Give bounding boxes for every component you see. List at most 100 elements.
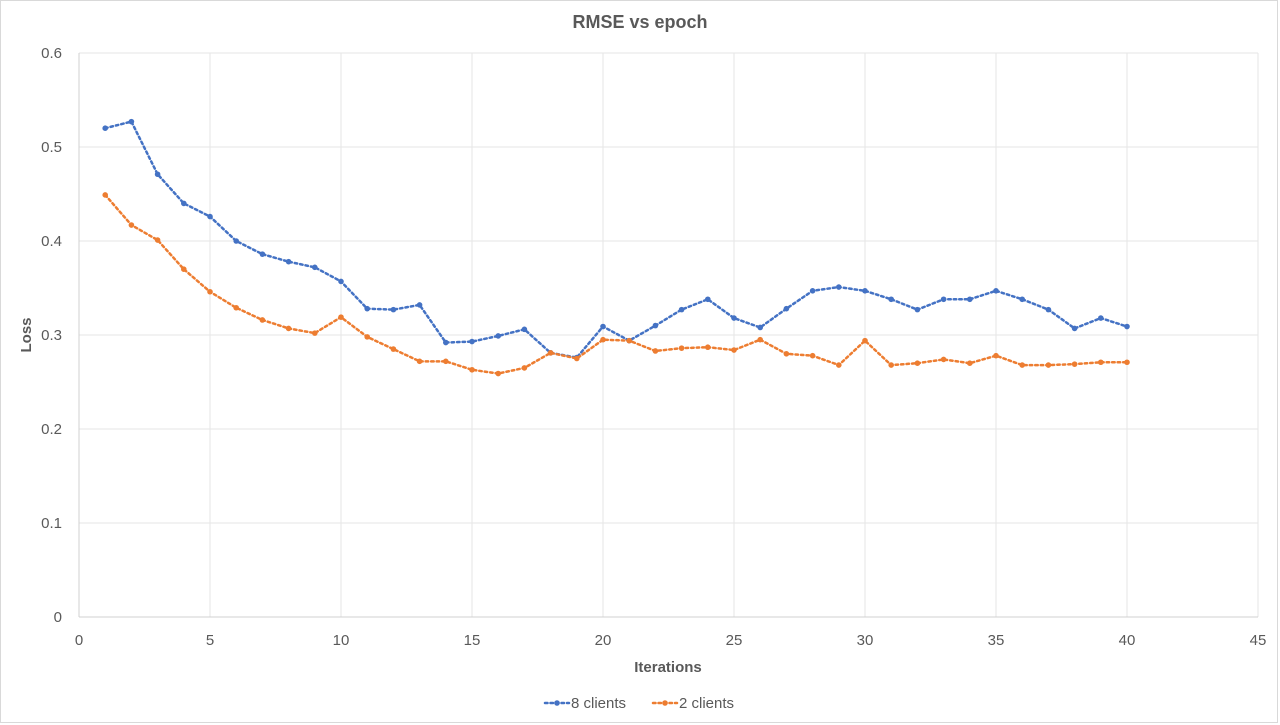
data-point-2-clients	[495, 370, 502, 377]
data-point-2-clients	[678, 345, 685, 351]
data-point-2-clients	[233, 304, 239, 311]
data-point-8-clients	[233, 238, 239, 244]
data-point-2-clients	[338, 314, 344, 320]
data-point-2-clients	[443, 358, 449, 365]
y-tick-label: 0.6	[41, 45, 62, 62]
data-point-2-clients	[1019, 362, 1025, 368]
x-tick-label: 15	[464, 632, 481, 649]
data-point-8-clients	[1098, 315, 1104, 321]
data-point-8-clients	[888, 296, 894, 303]
legend: 8 clients 2 clients	[543, 695, 734, 712]
y-tick-label: 0	[54, 609, 62, 626]
series-group	[102, 118, 1130, 377]
data-point-8-clients	[312, 264, 318, 271]
data-point-2-clients	[809, 352, 816, 359]
data-point-8-clients	[181, 200, 187, 207]
data-point-2-clients	[364, 334, 371, 340]
data-point-2-clients	[993, 352, 999, 359]
data-point-2-clients	[259, 317, 266, 323]
y-tick-label: 0.2	[41, 421, 62, 438]
data-point-8-clients	[207, 213, 213, 220]
data-point-2-clients	[705, 344, 711, 351]
data-point-2-clients	[1124, 359, 1130, 366]
x-tick-label: 45	[1250, 632, 1267, 649]
data-point-2-clients	[416, 358, 423, 365]
y-tick-label: 0.4	[41, 233, 62, 250]
data-point-2-clients	[1098, 359, 1104, 366]
data-point-2-clients	[390, 346, 397, 352]
x-tick-label: 10	[333, 632, 350, 649]
gridlines	[79, 52, 1259, 617]
data-point-8-clients	[102, 125, 108, 131]
data-point-8-clients	[338, 278, 344, 285]
legend-item-8-clients: 8 clients	[543, 695, 626, 712]
data-point-8-clients	[416, 302, 423, 308]
x-tick-label: 5	[206, 632, 214, 649]
data-point-2-clients	[600, 336, 606, 343]
data-point-2-clients	[626, 337, 632, 344]
y-tick-label: 0.5	[41, 139, 62, 156]
x-tick-label: 40	[1119, 632, 1136, 649]
data-point-2-clients	[128, 222, 135, 228]
data-point-8-clients	[443, 339, 449, 346]
x-tick-label: 0	[75, 632, 83, 649]
data-point-2-clients	[888, 362, 894, 368]
data-point-8-clients	[259, 251, 266, 257]
data-point-8-clients	[652, 322, 659, 329]
data-point-2-clients	[862, 337, 868, 344]
data-point-8-clients	[809, 288, 816, 294]
data-point-2-clients	[469, 366, 475, 373]
data-point-8-clients	[1124, 323, 1130, 330]
x-tick-label: 30	[857, 632, 874, 649]
data-point-8-clients	[940, 296, 947, 303]
data-point-8-clients	[757, 324, 763, 331]
x-tick-label: 35	[988, 632, 1005, 649]
data-point-8-clients	[600, 323, 606, 330]
series-8-clients	[102, 118, 1130, 361]
data-point-8-clients	[731, 315, 737, 321]
y-tick-label: 0.1	[41, 515, 62, 532]
x-tick-label: 25	[726, 632, 743, 649]
data-point-2-clients	[914, 360, 921, 367]
data-point-2-clients	[285, 325, 292, 332]
data-point-8-clients	[495, 333, 502, 339]
data-point-2-clients	[940, 356, 947, 363]
data-point-8-clients	[285, 258, 292, 265]
axes: 0 5 10 15 20 25 30 35 40 45 0 0.1 0.2 0.3 0.4 0.5 0.6	[41, 45, 1266, 649]
data-point-8-clients	[521, 326, 528, 333]
legend-label-2-clients: 2 clients	[679, 695, 734, 712]
data-point-2-clients	[757, 336, 763, 343]
data-point-8-clients	[390, 306, 397, 313]
x-tick-label: 20	[595, 632, 612, 649]
data-point-8-clients	[967, 296, 973, 303]
data-point-8-clients	[836, 284, 842, 290]
data-point-2-clients	[154, 237, 161, 243]
data-point-2-clients	[521, 365, 528, 371]
legend-marker-8-clients	[554, 700, 560, 706]
data-point-2-clients	[836, 362, 842, 368]
data-point-2-clients	[731, 347, 737, 353]
data-point-8-clients	[128, 118, 135, 125]
data-point-8-clients	[154, 171, 161, 178]
data-point-2-clients	[207, 288, 213, 295]
data-point-8-clients	[1019, 296, 1025, 303]
data-point-8-clients	[1045, 306, 1052, 313]
data-point-8-clients	[1071, 325, 1078, 332]
data-point-8-clients	[705, 296, 711, 303]
data-point-2-clients	[312, 330, 318, 336]
data-point-2-clients	[783, 351, 790, 357]
data-point-8-clients	[469, 338, 475, 345]
series-2-clients	[102, 192, 1130, 377]
data-point-2-clients	[181, 266, 187, 273]
data-point-2-clients	[547, 350, 554, 356]
data-point-2-clients	[574, 355, 580, 362]
legend-label-8-clients: 8 clients	[571, 695, 626, 712]
y-axis-label: Loss	[18, 317, 35, 352]
legend-marker-2-clients	[662, 700, 668, 706]
data-point-8-clients	[993, 288, 999, 294]
series-line-8-clients	[103, 120, 1129, 359]
data-point-2-clients	[967, 360, 973, 367]
series-line-2-clients	[103, 193, 1129, 375]
